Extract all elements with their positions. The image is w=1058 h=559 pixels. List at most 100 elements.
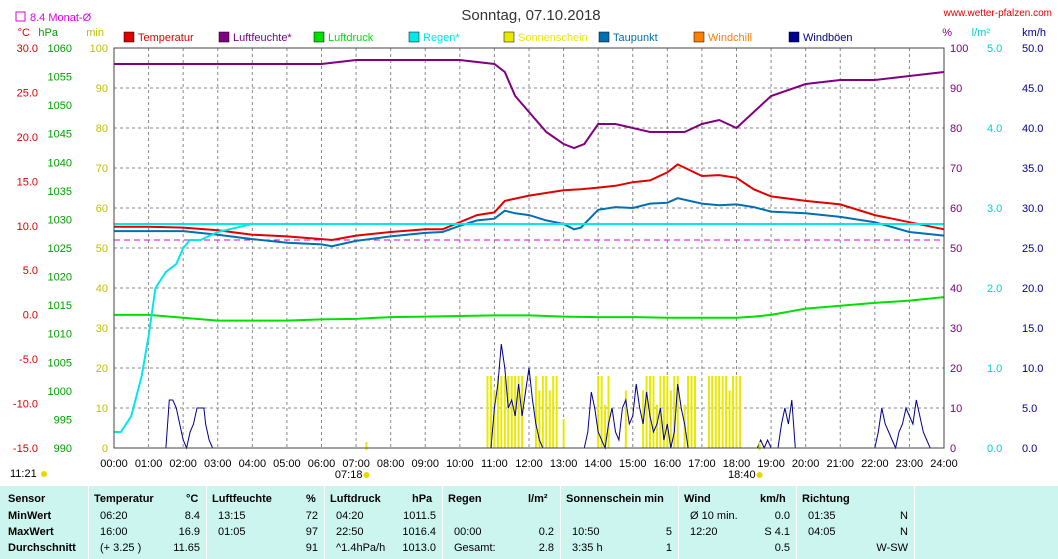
stat-dir-val: W-SW <box>876 542 908 554</box>
header-press-unit: hPa <box>412 493 433 505</box>
sunshine-bar <box>545 376 548 448</box>
axis-tick-minutes: 60 <box>96 203 108 215</box>
chart-title: Sonntag, 07.10.2018 <box>461 7 600 24</box>
stat-temp-time: 06:20 <box>100 510 128 522</box>
axis-tick-pressure: 1050 <box>48 100 72 112</box>
x-tick-label: 16:00 <box>654 458 682 470</box>
axis-tick-temp: -5.0 <box>19 354 38 366</box>
x-tick-label: 15:00 <box>619 458 647 470</box>
axis-unit-wind: km/h <box>1022 27 1046 39</box>
header-regen: Regen <box>448 493 482 505</box>
sunshine-bar <box>725 376 728 448</box>
series-line-taupunkt <box>114 197 945 248</box>
stat-wind-time: 12:20 <box>690 526 718 538</box>
axis-tick-humidity: 90 <box>950 83 962 95</box>
stat-temp-val: 8.4 <box>184 510 200 522</box>
legend: Temperatur Luftfeuchte* Luftdruck Regen* Son… <box>123 31 853 44</box>
stat-wind-time: Ø 10 min. <box>690 510 738 522</box>
legend-label: Taupunkt <box>613 32 658 44</box>
axis-tick-humidity: 80 <box>950 123 962 135</box>
sunshine-bar <box>552 376 555 448</box>
stat-hum-val: 91 <box>305 542 318 554</box>
header-richtung: Richtung <box>802 493 850 505</box>
axis-tick-rain: 2.0 <box>987 283 1002 295</box>
axis-tick-temp: 25.0 <box>17 87 38 99</box>
sunshine-bar <box>541 376 544 448</box>
x-tick-label: 13:00 <box>550 458 578 470</box>
axis-tick-temp: -15.0 <box>13 443 38 455</box>
legend-label: Luftdruck <box>328 32 374 44</box>
axis-unit-pressure: hPa <box>38 27 58 39</box>
stat-label: Durchschnitt <box>8 542 76 554</box>
sunshine-bar <box>649 376 652 448</box>
axis-tick-minutes: 30 <box>96 323 108 335</box>
header-wind: Wind <box>684 493 711 505</box>
stat-rain-time: Gesamt: <box>454 542 496 554</box>
axis-tick-wind: 25.0 <box>1022 243 1043 255</box>
sunshine-bar <box>500 376 503 448</box>
sunshine-bar <box>721 376 724 448</box>
sunset-time: 18:40 <box>728 469 756 481</box>
sunset-sun-icon <box>756 472 763 478</box>
legend-label: Windböen <box>803 32 853 44</box>
legend-swatch <box>598 31 610 43</box>
axis-tick-wind: 50.0 <box>1022 43 1043 55</box>
axes: 30.0 25.0 20.0 15.0 10.0 5.0 0.0 -5.0 -10.0 -15.0… <box>13 27 1046 455</box>
axis-tick-pressure: 1000 <box>48 386 72 398</box>
axis-tick-temp: 10.0 <box>17 221 38 233</box>
sunrise-marker <box>365 442 368 450</box>
stat-dir-time: 01:35 <box>808 510 836 522</box>
axis-tick-rain: 5.0 <box>987 43 1002 55</box>
legend-label: Sonnenschein <box>518 32 588 44</box>
sunshine-bar <box>732 376 735 448</box>
sunshine-bar <box>534 376 537 448</box>
sunshine-bar <box>662 376 665 448</box>
x-tick-label: 02:00 <box>169 458 197 470</box>
sunshine-bar <box>624 390 627 448</box>
site-link[interactable]: www.wetter-pfalzen.com <box>943 8 1052 19</box>
sunshine-bar <box>548 390 551 448</box>
axis-tick-humidity: 10 <box>950 403 962 415</box>
stats-table: Sensor Temperatur °C Luftfeuchte % Luftd… <box>0 486 1058 559</box>
legend-swatch <box>788 31 800 43</box>
axis-tick-minutes: 70 <box>96 163 108 175</box>
axis-unit-rain: l/m² <box>972 27 991 39</box>
axis-tick-rain: 3.0 <box>987 203 1002 215</box>
stat-hum-time: 01:05 <box>218 526 246 538</box>
legend-swatch <box>408 31 420 43</box>
stat-temp-time: (+ 3.25 ) <box>100 542 142 554</box>
sunshine-bar <box>562 419 565 448</box>
stat-dir-val: N <box>900 526 908 538</box>
stat-temp-val: 16.9 <box>178 526 200 538</box>
axis-tick-wind: 35.0 <box>1022 163 1043 175</box>
header-temperatur: Temperatur <box>94 493 154 505</box>
axis-tick-humidity: 40 <box>950 283 962 295</box>
sunshine-bar <box>493 390 496 448</box>
sunshine-bar <box>673 376 676 448</box>
stat-press-val: 1011.5 <box>403 510 436 522</box>
axis-tick-pressure: 1040 <box>48 157 72 169</box>
stat-rain-val: 2.8 <box>538 542 554 554</box>
sunshine-bar <box>597 376 600 448</box>
axis-tick-wind: 0.0 <box>1022 443 1037 455</box>
x-tick-label: 14:00 <box>584 458 612 470</box>
axis-tick-minutes: 40 <box>96 283 108 295</box>
axis-tick-pressure: 1015 <box>48 300 72 312</box>
sunshine-bar <box>507 376 510 448</box>
axis-tick-rain: 1.0 <box>987 363 1002 375</box>
axis-tick-minutes: 50 <box>96 243 108 255</box>
axis-tick-wind: 40.0 <box>1022 123 1043 135</box>
legend-label: Regen* <box>423 32 460 44</box>
stat-press-time: 04:20 <box>336 510 364 522</box>
legend-label: Temperatur <box>138 32 194 44</box>
x-tick-label: 00:00 <box>100 458 128 470</box>
sunshine-bar <box>517 376 520 448</box>
series-line-temperatur <box>114 163 945 242</box>
axis-tick-pressure: 1005 <box>48 357 72 369</box>
stat-sun-val: 5 <box>665 526 672 538</box>
axis-tick-temp: -10.0 <box>13 399 38 411</box>
axis-tick-minutes: 0 <box>102 443 108 455</box>
axis-tick-minutes: 80 <box>96 123 108 135</box>
stat-wind-val: S 4.1 <box>764 526 790 538</box>
grid <box>114 48 944 448</box>
